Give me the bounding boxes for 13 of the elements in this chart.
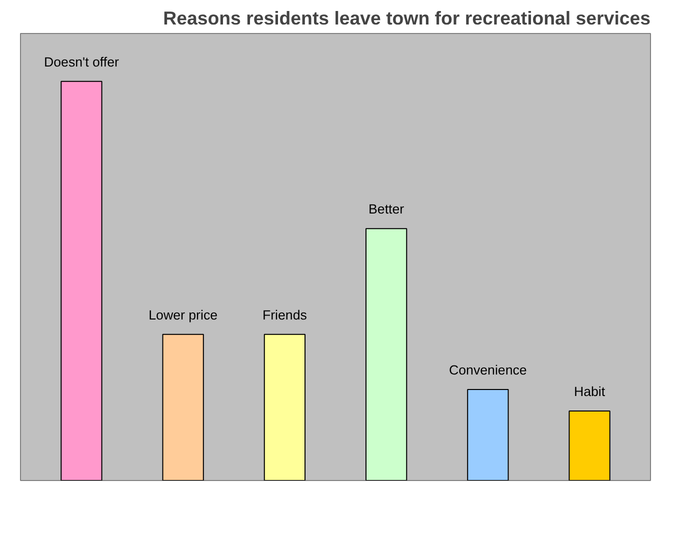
x-tick-label: Habit xyxy=(574,384,606,400)
x-tick-label: Friends xyxy=(262,307,308,322)
x-tick-label: Convenience xyxy=(449,362,527,378)
bar xyxy=(568,410,610,480)
bar xyxy=(467,389,509,480)
bar xyxy=(264,334,306,480)
bar xyxy=(60,80,102,480)
x-tick-label: Doesn't offer xyxy=(44,54,120,70)
x-tick-label: Better xyxy=(368,202,405,217)
x-tick-label: Lower price xyxy=(148,307,218,322)
bar xyxy=(162,334,204,480)
bar xyxy=(365,228,408,480)
chart-title: Reasons residents leave town for recreational services xyxy=(163,8,650,28)
